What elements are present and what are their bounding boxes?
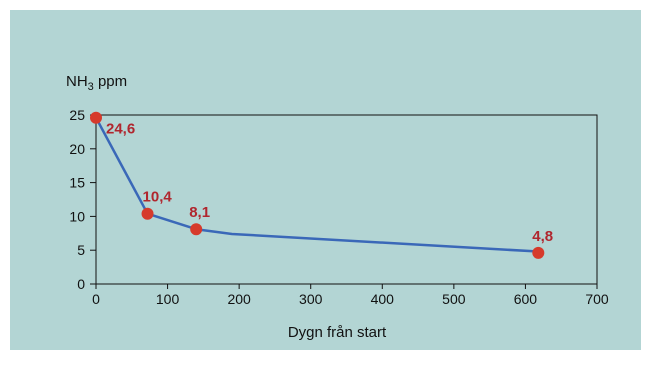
y-tick-label: 25 — [69, 107, 85, 123]
axis-ticks: 0 100 200 300 400 500 600 700 0 5 10 15 20 25 — [69, 107, 608, 307]
y-tick-label: 5 — [77, 242, 85, 258]
y-tick-label: 0 — [77, 276, 85, 292]
x-tick-label: 300 — [299, 291, 323, 307]
data-point — [532, 246, 545, 259]
data-label: 8,1 — [189, 204, 210, 221]
x-tick-label: 500 — [442, 291, 466, 307]
plot-frame — [95, 114, 598, 285]
data-label: 24,6 — [106, 121, 135, 138]
chart-panel: NH3 ppm 0 100 200 300 400 500 600 700 0 5 10 15 20 25… — [10, 10, 641, 350]
x-tick-label: 200 — [227, 291, 251, 307]
data-point — [90, 111, 102, 124]
series-line — [94, 117, 539, 253]
x-axis-title: Dygn från start — [288, 324, 387, 341]
x-tick-label: 600 — [514, 291, 538, 307]
data-series: 24,6 10,4 8,1 4,8 — [90, 111, 553, 259]
x-tick-label: 700 — [585, 291, 609, 307]
data-label: 10,4 — [143, 189, 173, 206]
data-label: 4,8 — [532, 228, 553, 245]
data-point — [190, 223, 203, 236]
y-axis-title: NH3 ppm — [66, 73, 127, 93]
x-tick-label: 0 — [92, 291, 100, 307]
chart: NH3 ppm 0 100 200 300 400 500 600 700 0 5 10 15 20 25… — [66, 73, 609, 341]
y-tick-label: 10 — [69, 208, 85, 224]
y-tick-label: 15 — [69, 175, 85, 191]
x-tick-label: 400 — [371, 291, 395, 307]
x-tick-label: 100 — [156, 291, 180, 307]
data-point — [141, 207, 154, 220]
y-tick-label: 20 — [69, 141, 85, 157]
